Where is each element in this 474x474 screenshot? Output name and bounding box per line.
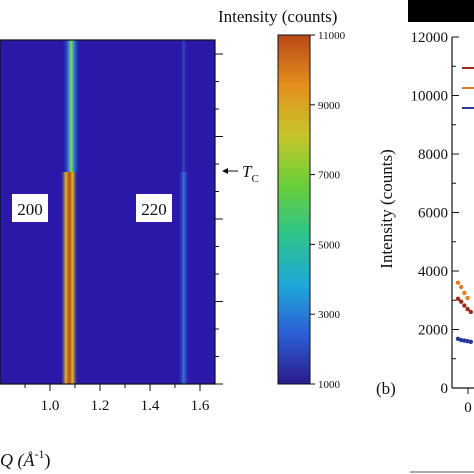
colorbar-tick-label: 1000 xyxy=(318,379,341,391)
colorbar-tick-label: 3000 xyxy=(318,309,341,321)
scatter-point xyxy=(468,339,473,344)
scatter-y-tick-label: 4000 xyxy=(418,264,448,280)
scatter-point xyxy=(455,280,461,285)
heatmap-x-tick-label: 1.0 xyxy=(41,398,60,414)
scatter-x-tick-label: 0 xyxy=(464,400,472,416)
scatter-point xyxy=(465,295,470,301)
heatmap-panel: 200 220 1.0 1.2 1.4 1.6 Q (Å-1) TC xyxy=(0,39,259,471)
scatter-point xyxy=(455,296,461,301)
peak-200-lower xyxy=(60,172,79,384)
heatmap-x-label: Q (Å-1) xyxy=(0,447,51,471)
scatter-y-ticks: 12000 10000 8000 6000 4000 2000 0 xyxy=(411,30,459,397)
peaks-layer: 200 220 xyxy=(12,40,190,384)
heatmap-x-label-sup: -1 xyxy=(35,447,45,461)
scatter-points xyxy=(455,67,474,344)
colorbar-tick-label: 11000 xyxy=(318,30,346,42)
tc-marker: TC xyxy=(222,162,259,185)
scatter-y-tick-label: 2000 xyxy=(418,323,448,339)
colorbar-tick-label: 9000 xyxy=(318,100,341,112)
peak-label-box-220 xyxy=(136,194,172,222)
scatter-y-tick-label: 10000 xyxy=(411,89,449,105)
colorbar-tick-label: 5000 xyxy=(318,239,341,251)
peak-220 xyxy=(177,172,190,384)
scatter-point xyxy=(468,309,473,315)
heatmap-x-axis: 1.0 1.2 1.4 1.6 xyxy=(24,384,210,414)
peak-220-faint xyxy=(179,40,188,172)
scatter-y-tick-label: 6000 xyxy=(418,206,448,222)
tc-label-sub: C xyxy=(251,173,258,185)
colorbar-bar xyxy=(277,34,311,385)
tc-arrow-head xyxy=(222,168,228,174)
heatmap-x-tick-label: 1.6 xyxy=(191,398,210,414)
peak-label-200: 200 xyxy=(17,200,43,219)
scatter-y-tick-label: 0 xyxy=(441,381,449,397)
peak-label-220: 220 xyxy=(141,200,167,219)
peak-200-upper xyxy=(62,40,81,172)
scatter-point xyxy=(459,284,464,290)
panel-b-label: (b) xyxy=(376,379,396,398)
peak-label-box-200 xyxy=(12,194,48,222)
heatmap-x-tick-label: 1.2 xyxy=(91,398,110,414)
scatter-point xyxy=(465,306,470,312)
scatter-y-tick-label: 8000 xyxy=(418,147,448,163)
scatter-point xyxy=(462,290,467,296)
colorbar: Intensity (counts) 11000 9000 7000 5000 3000… xyxy=(218,7,346,391)
colorbar-title: Intensity (counts) xyxy=(218,7,337,26)
tc-label: TC xyxy=(242,162,259,185)
colorbar-tick-label: 7000 xyxy=(318,170,341,182)
scatter-y-tick-label: 12000 xyxy=(411,30,449,46)
heatmap-frame xyxy=(0,39,216,385)
top-black-bar xyxy=(408,0,474,22)
scatter-point xyxy=(462,303,467,308)
scatter-x-ticks: 0 xyxy=(464,388,472,416)
heatmap-x-tick-label: 1.4 xyxy=(141,398,160,414)
scatter-point xyxy=(459,299,464,304)
scatter-panel: Intensity (counts) 12000 10000 8000 6000 400… xyxy=(376,0,474,473)
heatmap-right-ticks xyxy=(215,53,223,385)
scatter-y-label: Intensity (counts) xyxy=(377,149,396,268)
colorbar-ticks: 11000 9000 7000 5000 3000 1000 xyxy=(310,30,346,391)
heatmap-x-label-close: ) xyxy=(45,450,51,471)
